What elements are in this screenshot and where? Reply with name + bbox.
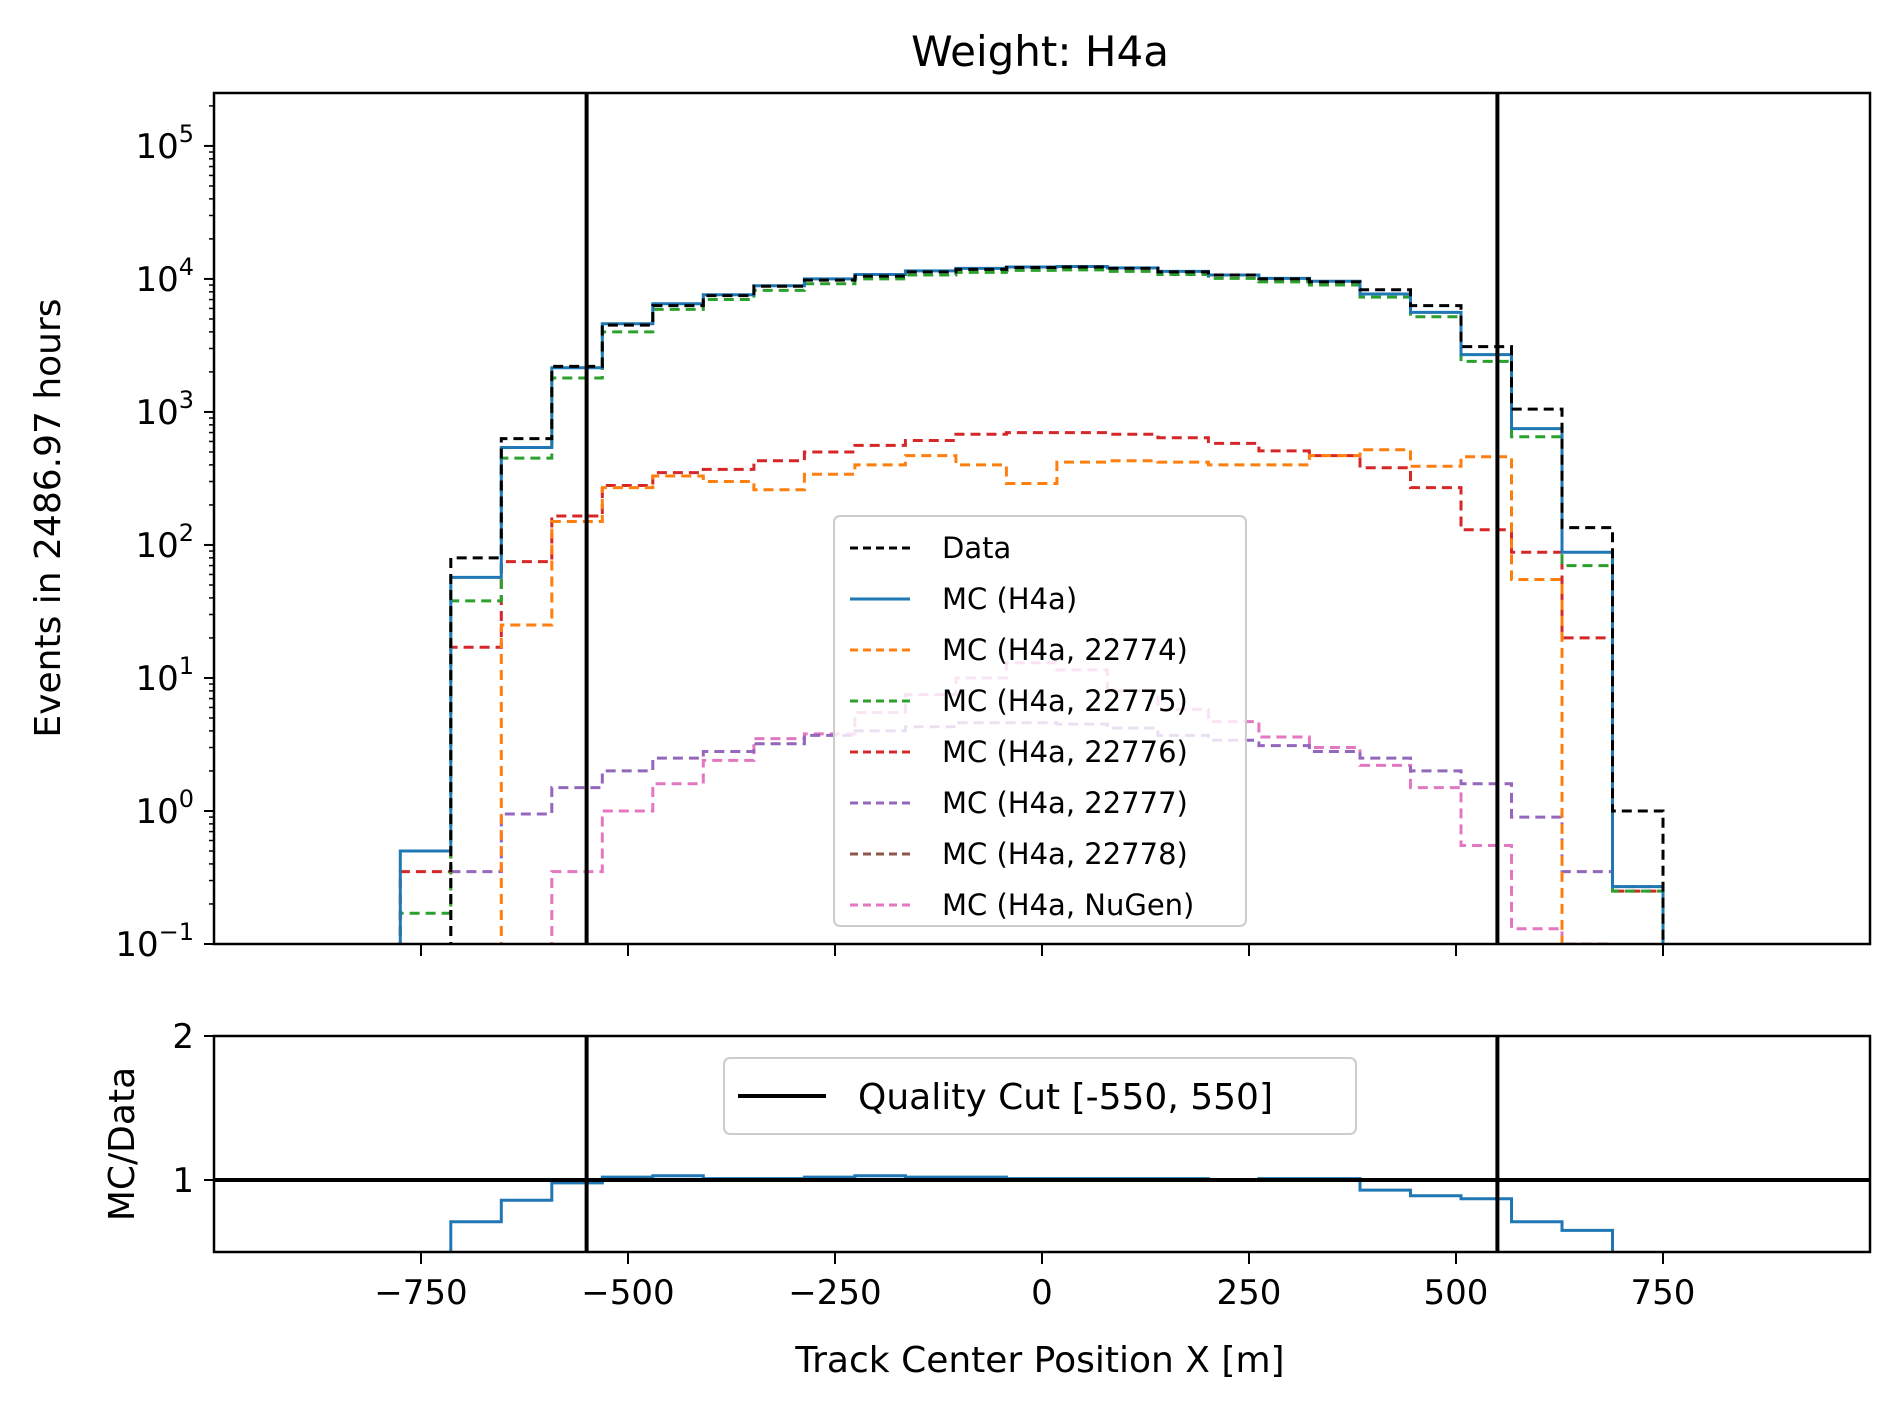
y-tick-label: 100 [135, 785, 194, 832]
ratio-legend-box [723, 1057, 1357, 1135]
y-tick-label: 10−1 [115, 918, 194, 965]
series-data-line [449, 265, 1665, 944]
y-tick-label: 103 [135, 386, 194, 433]
y-tick-label: 104 [135, 253, 194, 300]
x-ticks [420, 944, 1664, 956]
ratio-legend: Quality Cut [-550, 550] [723, 1057, 1357, 1135]
chart-title: Weight: H4a [911, 27, 1169, 76]
ratio-panel: MC/Data 12 −750 −500 −250 0 250 500 750 Track … [102, 1017, 1872, 1381]
x-tick-label: 0 [1031, 1273, 1053, 1313]
legend-label-mc-h4a-nugen: MC (H4a, NuGen) [942, 888, 1194, 922]
legend-label-mc-h4a-22776: MC (H4a, 22776) [942, 735, 1188, 769]
histogram-series-group [398, 265, 1665, 944]
x-tick-label: −750 [374, 1273, 467, 1313]
ratio-y-axis-label: MC/Data [102, 1067, 143, 1221]
legend-label-mc-h4a-22778: MC (H4a, 22778) [942, 837, 1188, 871]
x-tick-label: −250 [788, 1273, 881, 1313]
y-tick-label: 105 [135, 120, 194, 167]
x-tick-label: 250 [1217, 1273, 1282, 1313]
ratio-y-tick-label: 1 [172, 1161, 194, 1201]
series-mc-h4a-22774-line [499, 448, 1564, 944]
ratio-y-tick-label: 2 [172, 1017, 194, 1057]
ratio-plot-frame [212, 1034, 1872, 1254]
legend-box [833, 515, 1247, 927]
main-panel: Weight: H4a Events in 2486.97 hours 10−1… [28, 27, 1872, 965]
plot-frame [212, 91, 1872, 946]
legend-label-mc-h4a-22775: MC (H4a, 22775) [942, 684, 1188, 718]
legend: Data MC (H4a) MC (H4a, 22774) MC (H4a, 2277… [833, 515, 1247, 927]
x-tick-label: 750 [1631, 1273, 1696, 1313]
x-tick-label: 500 [1424, 1273, 1489, 1313]
y-tick-label: 101 [135, 652, 194, 699]
series-mc-h4a-nugen-line [550, 661, 1614, 944]
legend-label-mc-h4a-22777: MC (H4a, 22777) [942, 786, 1188, 820]
ratio-legend-label: Quality Cut [-550, 550] [858, 1077, 1273, 1118]
y-axis-label: Events in 2486.97 hours [28, 298, 69, 737]
legend-label-data: Data [942, 531, 1011, 565]
ratio-x-ticks: −750 −500 −250 0 250 500 750 [374, 1252, 1695, 1313]
ratio-reference-lines [214, 1036, 1870, 1252]
y-tick-label: 102 [135, 519, 194, 566]
legend-label-mc-h4a: MC (H4a) [942, 582, 1077, 616]
ratio-y-ticks: 12 [172, 1017, 214, 1201]
quality-cut-lines [584, 93, 1500, 944]
legend-label-mc-h4a-22774: MC (H4a, 22774) [942, 633, 1188, 667]
y-ticks: 10−1 100 101 102 103 104 105 [115, 105, 214, 965]
x-axis-label: Track Center Position X [m] [794, 1340, 1284, 1381]
x-tick-label: −500 [581, 1273, 674, 1313]
